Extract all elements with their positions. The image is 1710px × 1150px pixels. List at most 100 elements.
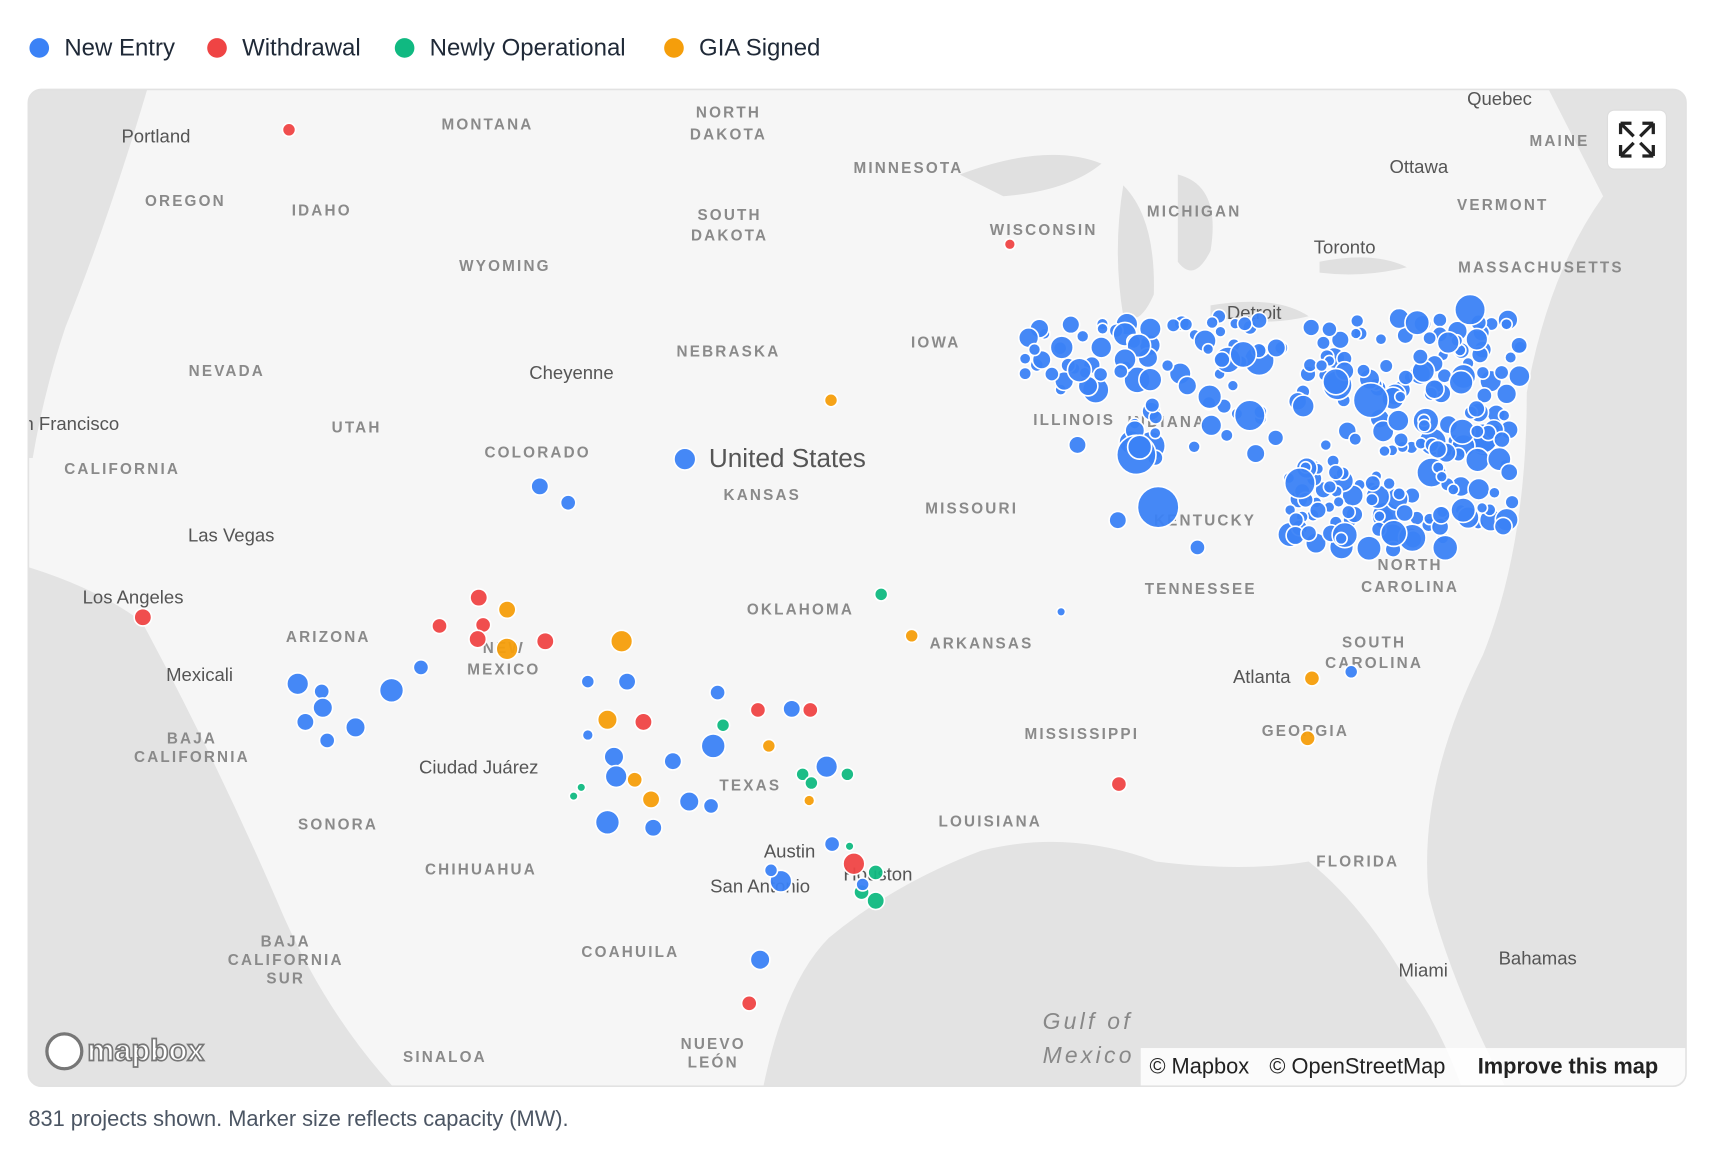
project-marker[interactable]: [904, 628, 920, 644]
project-marker[interactable]: [1355, 535, 1383, 562]
project-marker[interactable]: [285, 672, 310, 696]
project-marker[interactable]: [1397, 369, 1415, 386]
project-marker[interactable]: [1327, 463, 1345, 481]
project-marker[interactable]: [626, 771, 644, 789]
project-marker[interactable]: [1319, 438, 1333, 452]
project-marker[interactable]: [1378, 358, 1394, 374]
project-marker[interactable]: [1205, 315, 1219, 330]
project-marker[interactable]: [1504, 494, 1520, 510]
project-marker[interactable]: [1495, 383, 1518, 405]
project-marker[interactable]: [617, 672, 637, 692]
project-marker[interactable]: [1108, 510, 1128, 530]
project-marker[interactable]: [580, 674, 596, 689]
project-marker[interactable]: [1393, 390, 1407, 404]
project-marker[interactable]: [823, 835, 841, 853]
project-marker[interactable]: [1136, 485, 1180, 529]
project-marker[interactable]: [1287, 511, 1305, 529]
project-marker[interactable]: [1395, 503, 1415, 523]
project-marker[interactable]: [1431, 505, 1451, 525]
project-marker[interactable]: [1431, 534, 1459, 562]
project-marker[interactable]: [1092, 366, 1109, 383]
fullscreen-button[interactable]: [1606, 109, 1667, 170]
project-marker[interactable]: [1352, 381, 1390, 419]
project-marker[interactable]: [1453, 293, 1487, 326]
project-marker[interactable]: [1027, 342, 1042, 357]
project-marker[interactable]: [1314, 358, 1329, 373]
project-marker[interactable]: [1233, 399, 1266, 432]
project-marker[interactable]: [295, 712, 315, 732]
project-marker[interactable]: [1018, 366, 1033, 381]
project-marker[interactable]: [1379, 519, 1408, 548]
project-marker[interactable]: [1322, 479, 1338, 495]
project-marker[interactable]: [1392, 486, 1407, 501]
project-marker[interactable]: [1177, 375, 1198, 396]
project-marker[interactable]: [1213, 350, 1231, 369]
project-marker[interactable]: [1411, 348, 1429, 366]
project-marker[interactable]: [700, 733, 727, 759]
project-marker[interactable]: [1332, 495, 1345, 509]
project-marker[interactable]: [1493, 516, 1513, 536]
project-marker[interactable]: [1422, 330, 1438, 346]
project-marker[interactable]: [1315, 335, 1331, 351]
project-marker[interactable]: [1349, 327, 1363, 340]
project-marker[interactable]: [844, 841, 855, 852]
project-marker[interactable]: [1475, 365, 1491, 381]
project-marker[interactable]: [715, 717, 731, 733]
project-marker[interactable]: [1229, 340, 1258, 369]
project-marker[interactable]: [855, 877, 870, 892]
project-marker[interactable]: [1467, 477, 1491, 501]
project-marker[interactable]: [673, 447, 697, 471]
project-marker[interactable]: [641, 789, 661, 809]
project-marker[interactable]: [1500, 317, 1513, 331]
project-marker[interactable]: [1464, 447, 1491, 473]
project-marker[interactable]: [313, 682, 331, 700]
project-marker[interactable]: [412, 658, 430, 676]
project-marker[interactable]: [1343, 664, 1359, 680]
project-marker[interactable]: [1446, 483, 1460, 496]
project-marker[interactable]: [1187, 439, 1201, 454]
project-marker[interactable]: [761, 738, 777, 754]
project-marker[interactable]: [1250, 311, 1268, 330]
project-marker[interactable]: [1049, 335, 1075, 360]
project-marker[interactable]: [1266, 337, 1287, 358]
project-marker[interactable]: [814, 754, 839, 779]
project-marker[interactable]: [594, 809, 621, 836]
attribution[interactable]: © OpenStreetMap: [1269, 1053, 1445, 1078]
project-marker[interactable]: [1066, 357, 1093, 383]
project-marker[interactable]: [312, 697, 334, 719]
project-marker[interactable]: [804, 775, 819, 791]
project-marker[interactable]: [559, 494, 577, 512]
project-marker[interactable]: [576, 782, 587, 793]
project-marker[interactable]: [1417, 418, 1432, 433]
project-marker[interactable]: [866, 891, 886, 911]
project-marker[interactable]: [1201, 342, 1215, 356]
project-marker[interactable]: [604, 764, 628, 789]
project-marker[interactable]: [1112, 363, 1129, 380]
project-marker[interactable]: [633, 712, 653, 732]
project-marker[interactable]: [1393, 431, 1410, 448]
project-marker[interactable]: [468, 629, 488, 649]
project-marker[interactable]: [1188, 539, 1206, 556]
project-marker[interactable]: [1301, 318, 1321, 337]
project-marker[interactable]: [281, 122, 297, 138]
project-marker[interactable]: [1300, 524, 1318, 542]
project-marker[interactable]: [1504, 350, 1518, 365]
project-marker[interactable]: [609, 629, 634, 653]
project-marker[interactable]: [1330, 330, 1350, 350]
project-marker[interactable]: [1214, 325, 1227, 338]
project-marker[interactable]: [318, 732, 336, 749]
project-marker[interactable]: [1219, 428, 1234, 443]
project-marker[interactable]: [495, 637, 519, 661]
project-marker[interactable]: [1364, 492, 1379, 507]
project-marker[interactable]: [497, 600, 517, 620]
project-marker[interactable]: [1299, 729, 1317, 747]
project-marker[interactable]: [1160, 358, 1175, 373]
project-marker[interactable]: [568, 790, 579, 802]
project-marker[interactable]: [643, 818, 663, 838]
project-marker[interactable]: [1148, 426, 1162, 440]
project-marker[interactable]: [1386, 409, 1410, 433]
project-marker[interactable]: [535, 631, 555, 651]
project-marker[interactable]: [1435, 470, 1448, 483]
project-marker[interactable]: [1340, 504, 1357, 520]
project-marker[interactable]: [1424, 378, 1445, 400]
